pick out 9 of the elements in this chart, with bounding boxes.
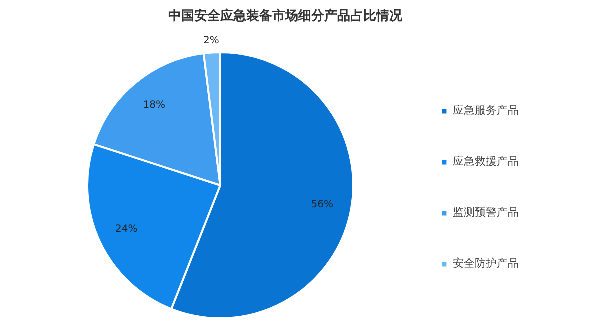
data-label: 2% bbox=[203, 35, 220, 46]
legend-label: 应急救援产品 bbox=[453, 154, 519, 169]
legend-label: 安全防护产品 bbox=[453, 256, 519, 271]
chart-title: 中国安全应急装备市场细分产品占比情况 bbox=[168, 8, 404, 24]
data-label: 56% bbox=[311, 199, 334, 210]
data-label: 18% bbox=[143, 100, 166, 112]
legend-label: 监测预警产品 bbox=[453, 205, 519, 220]
data-label: 24% bbox=[116, 224, 138, 236]
legend-label: 应急服务产品 bbox=[453, 103, 519, 118]
